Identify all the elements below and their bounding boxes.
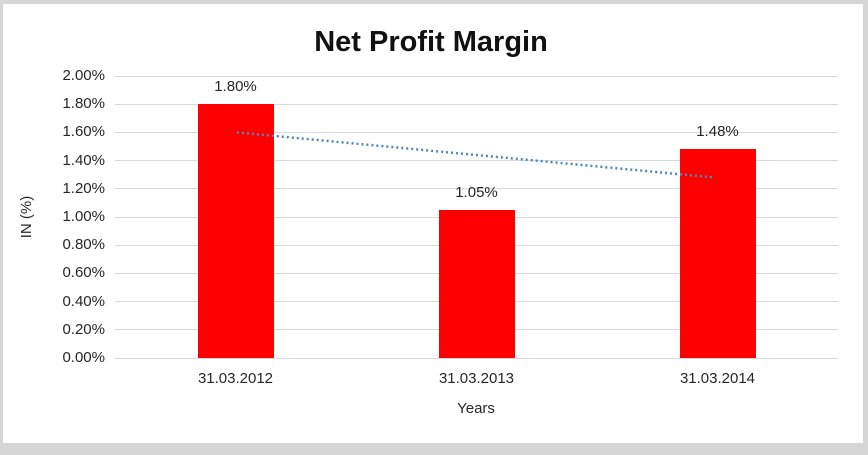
y-tick-label: 2.00% (62, 67, 105, 84)
gridline (115, 188, 838, 190)
y-tick-label: 0.80% (62, 236, 105, 254)
bar-31.03.2014[interactable] (679, 149, 756, 358)
gridline (115, 160, 838, 162)
x-tick-label: 31.03.2013 (438, 370, 515, 387)
chart-title: Net Profit Margin (314, 26, 548, 58)
x-axis-title: Years (457, 400, 495, 417)
bar-value-label: 1.48% (696, 123, 739, 141)
gridline (115, 357, 838, 359)
x-tick-label: 31.03.2014 (679, 370, 756, 387)
y-tick-label: 0.60% (62, 264, 105, 282)
bar-value-label: 1.80% (214, 78, 257, 96)
gridline (115, 103, 838, 105)
bar-value-label: 1.05% (455, 183, 498, 201)
y-tick-label: 1.00% (62, 208, 105, 225)
gridline (115, 131, 838, 133)
bar-31.03.2013[interactable] (438, 209, 515, 358)
y-tick-label: 1.60% (62, 123, 105, 141)
y-tick-label: 0.20% (62, 320, 105, 338)
gridline (115, 75, 838, 77)
bar-31.03.2012[interactable] (197, 104, 274, 358)
y-tick-label: 1.20% (62, 179, 105, 197)
y-tick-label: 0.00% (62, 349, 105, 366)
x-tick-label: 31.03.2012 (197, 370, 274, 387)
y-tick-label: 1.80% (62, 95, 105, 113)
y-tick-label: 0.40% (62, 292, 105, 310)
trendline[interactable] (236, 131, 715, 179)
y-tick-label: 1.40% (62, 151, 105, 169)
